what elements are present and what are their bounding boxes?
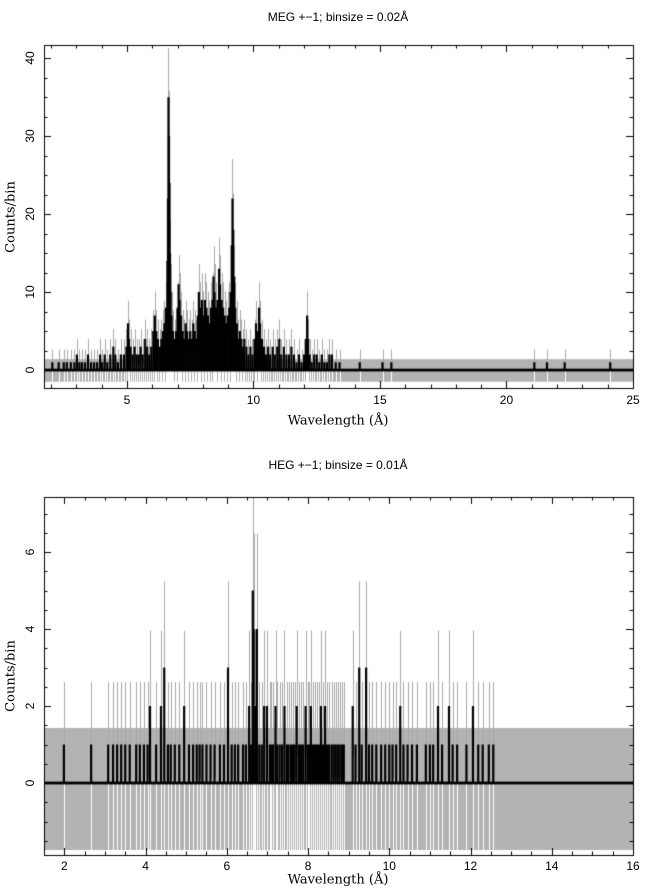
x-tick-label: 16 [626,859,640,873]
x-tick-label: 12 [463,859,478,873]
x-tick-label: 2 [60,859,68,873]
x-tick-label: 8 [304,859,312,873]
x-tick-label: 10 [382,859,396,873]
heg-yaxis-label: Counts/bin [3,640,19,712]
y-tick-label: 40 [23,51,37,65]
heg-panel-title: HEG +−1; binsize = 0.01Å [268,458,408,472]
meg-panel-title: MEG +−1; binsize = 0.02Å [267,10,409,24]
meg-xaxis-label: Wavelength (Å) [287,413,389,429]
y-tick-label: 6 [23,548,37,556]
x-tick-label: 4 [142,859,149,873]
meg-yaxis-label: Counts/bin [3,181,19,253]
y-tick-label: 4 [23,625,37,633]
y-tick-label: 0 [23,366,37,374]
x-tick-label: 10 [246,393,261,407]
x-tick-label: 15 [373,393,387,407]
x-tick-label: 14 [545,859,559,873]
x-tick-label: 25 [626,393,640,407]
x-tick-label: 5 [123,393,131,407]
x-tick-label: 6 [223,859,231,873]
x-tick-label: 20 [499,393,514,407]
y-tick-label: 10 [23,285,37,299]
y-tick-label: 2 [23,702,37,710]
y-tick-label: 20 [23,207,37,221]
y-tick-label: 30 [23,129,37,143]
y-tick-label: 0 [23,779,37,787]
heg-xaxis-label: Wavelength (Å) [287,872,389,888]
